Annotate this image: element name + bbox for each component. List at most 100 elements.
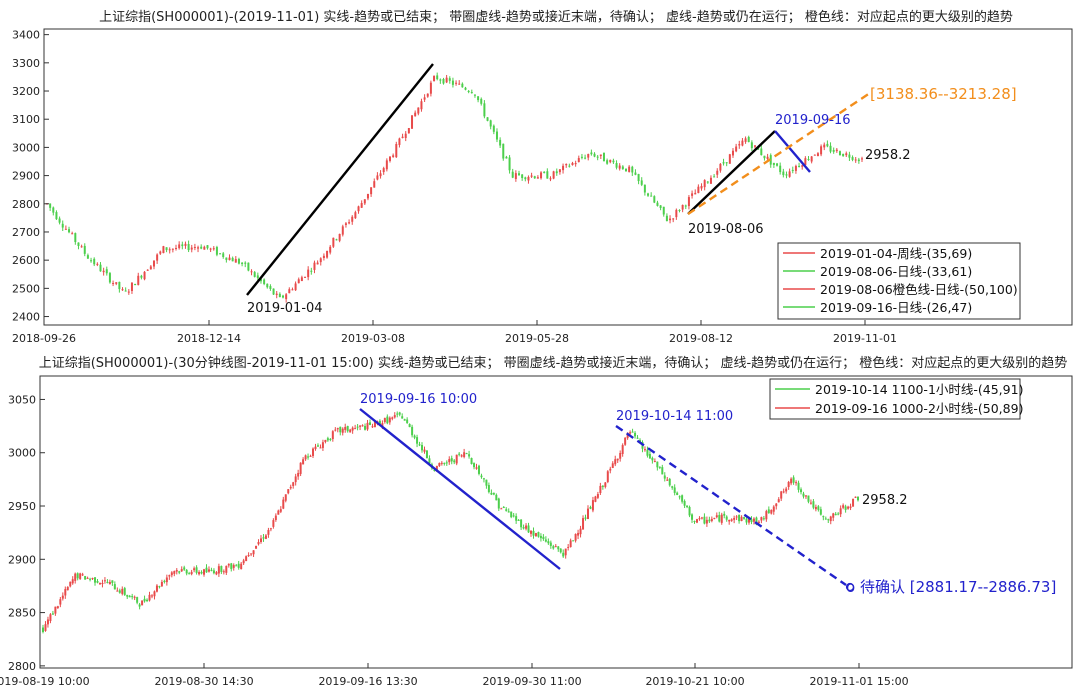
- candle-body: [80, 246, 83, 248]
- candle-body: [827, 519, 830, 521]
- candle-body: [819, 509, 822, 515]
- candle-body: [728, 519, 731, 522]
- candle-body: [364, 425, 367, 430]
- candle-body: [121, 588, 124, 594]
- candle: [705, 516, 708, 527]
- candle: [738, 514, 741, 524]
- candle-body: [89, 578, 92, 580]
- candle: [624, 437, 627, 446]
- candle-body: [703, 516, 706, 524]
- candle-body: [334, 429, 337, 431]
- candle-body: [634, 172, 637, 175]
- candle-body: [287, 489, 290, 494]
- candle: [851, 155, 854, 162]
- candle-body: [170, 572, 173, 576]
- candle: [829, 515, 832, 525]
- candle: [775, 502, 778, 510]
- candle: [113, 581, 116, 590]
- candle-body: [386, 416, 389, 424]
- candle: [448, 456, 451, 465]
- candle: [634, 169, 637, 176]
- candle: [754, 145, 757, 149]
- candle-body: [725, 162, 728, 164]
- candle-body: [215, 247, 218, 255]
- daily-candles: [46, 72, 863, 303]
- candle-body: [834, 513, 837, 516]
- candle-body: [492, 125, 495, 132]
- candle-body: [530, 175, 533, 177]
- candle-body: [752, 518, 755, 522]
- candle-body: [691, 193, 694, 196]
- candle-body: [388, 156, 391, 161]
- candle: [455, 80, 458, 86]
- candle-body: [458, 453, 461, 455]
- candle-body: [579, 528, 582, 535]
- candle: [599, 154, 602, 160]
- candle: [382, 166, 385, 175]
- candle-body: [262, 537, 265, 539]
- candle-body: [744, 138, 747, 142]
- candle-body: [309, 455, 312, 457]
- candle: [747, 135, 750, 143]
- candle-body: [448, 459, 451, 463]
- candle-body: [160, 581, 163, 587]
- candle: [86, 253, 89, 259]
- candle-body: [373, 421, 376, 428]
- candle-body: [101, 582, 104, 585]
- candle-body: [757, 521, 760, 523]
- candle: [93, 257, 96, 267]
- candle: [259, 535, 262, 544]
- candle: [297, 469, 300, 480]
- candle: [354, 424, 357, 430]
- candle-body: [480, 475, 483, 478]
- candle-body: [391, 417, 394, 419]
- candle: [631, 165, 634, 176]
- candle: [656, 461, 659, 471]
- candle: [653, 458, 656, 463]
- daily-legend: 2019-01-04-周线-(35,69) 2019-08-06-日线-(33,…: [777, 242, 1021, 320]
- candle: [98, 582, 101, 585]
- candle: [339, 426, 342, 436]
- candle: [810, 155, 813, 164]
- candle-body: [76, 573, 79, 579]
- candle: [514, 170, 517, 182]
- candle: [54, 606, 57, 616]
- intraday-legend: 2019-10-14 1100-1小时线-(45,91) 2019-09-16 …: [769, 378, 1023, 420]
- candle: [824, 516, 827, 520]
- candle-body: [658, 466, 661, 468]
- candle-body: [814, 506, 817, 510]
- candle-body: [205, 567, 208, 573]
- candle: [141, 600, 144, 606]
- y-tick-label: 2900: [8, 553, 36, 566]
- candle-body: [442, 79, 445, 84]
- candle: [817, 505, 820, 512]
- candle-body: [718, 515, 721, 522]
- candle: [760, 516, 763, 524]
- candle: [512, 513, 515, 518]
- candle-body: [165, 577, 168, 583]
- candle: [230, 562, 233, 572]
- candle: [637, 173, 640, 185]
- candle: [225, 565, 228, 576]
- candle-body: [511, 171, 514, 178]
- candle: [423, 94, 426, 103]
- candle: [539, 533, 542, 542]
- candle-body: [544, 539, 547, 542]
- candle-body: [123, 588, 126, 595]
- x-tick-label: 2019-09-30 11:00: [482, 675, 581, 688]
- candle: [807, 495, 810, 504]
- candle: [146, 598, 149, 603]
- candle: [184, 241, 187, 249]
- candle-body: [710, 518, 713, 521]
- y-tick-label: 2700: [12, 226, 40, 239]
- candle: [351, 426, 354, 434]
- candle: [118, 588, 121, 594]
- candle: [376, 172, 379, 181]
- candle: [596, 491, 599, 500]
- candle-body: [58, 218, 61, 223]
- candle-body: [74, 573, 77, 581]
- candle-body: [240, 563, 243, 570]
- candle-body: [245, 556, 248, 562]
- candle-body: [68, 229, 71, 233]
- candle-body: [741, 140, 744, 146]
